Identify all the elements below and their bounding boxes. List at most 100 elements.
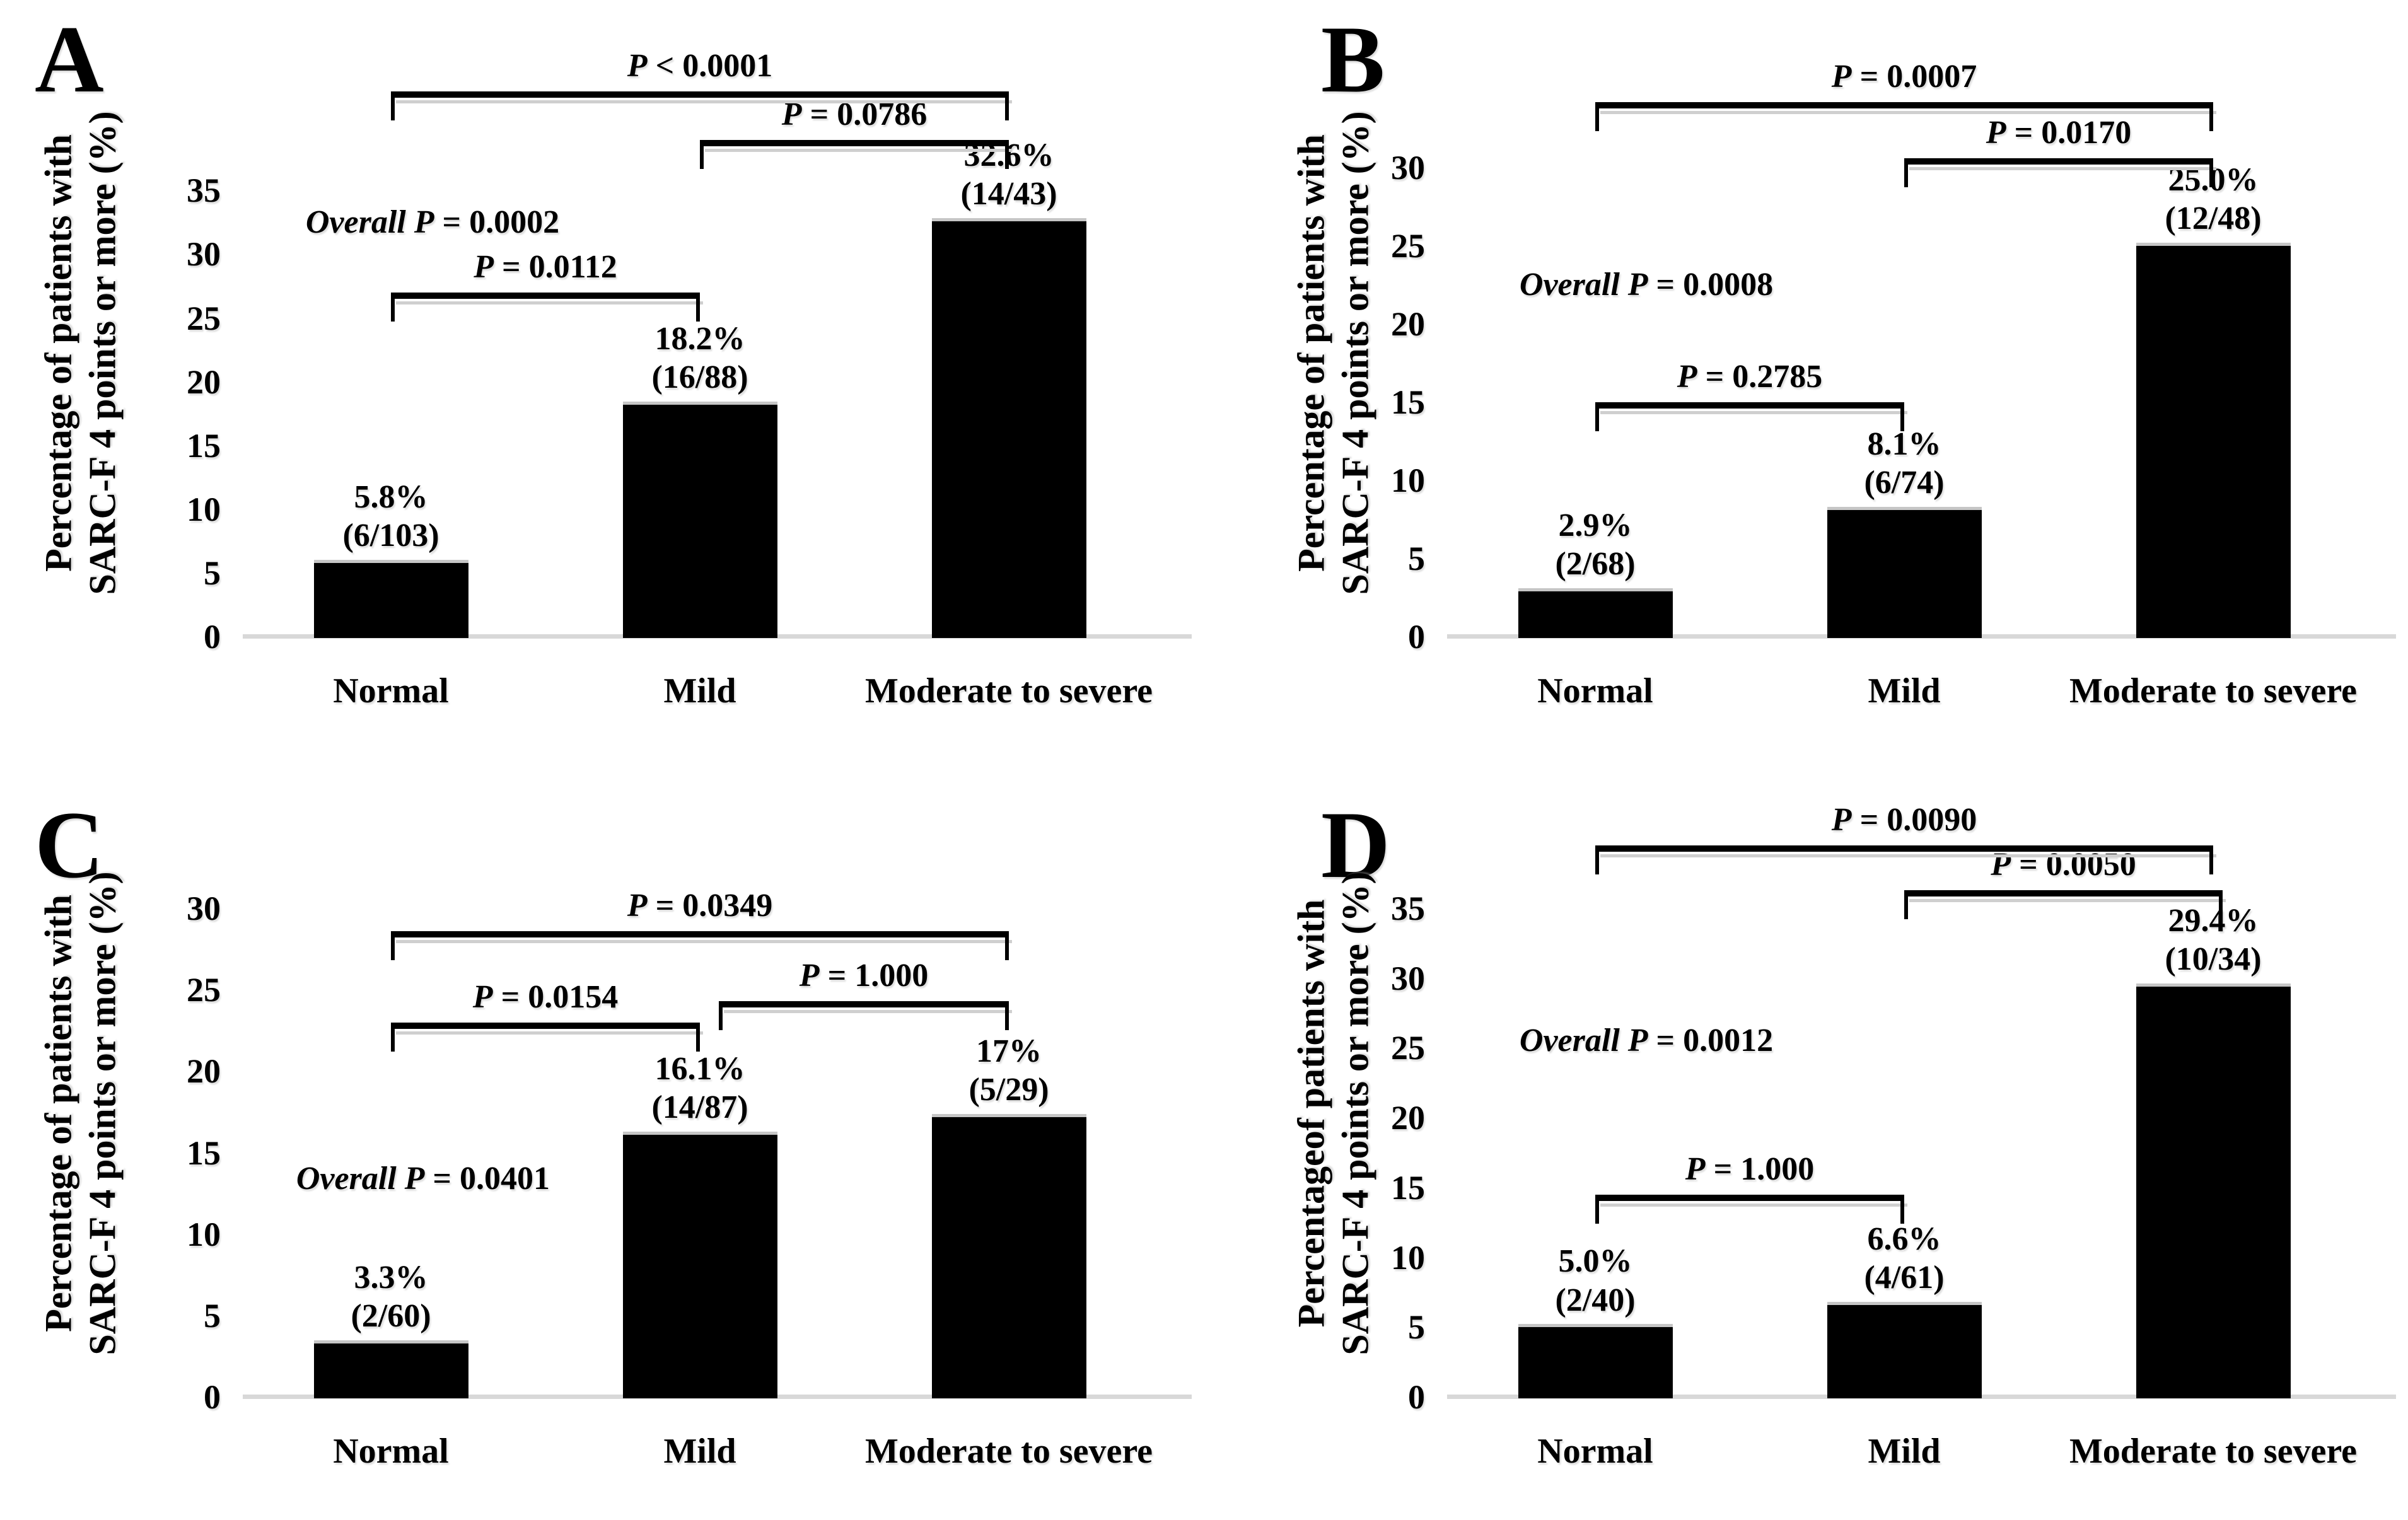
y-axis-label-line: Percentage of patients with [37,134,79,572]
bar-value-label: 2.9% (2/68) [1438,506,1753,584]
bar [2136,987,2291,1398]
y-tick-label: 30 [187,235,221,274]
bracket-right-tick [1005,139,1009,169]
bar-value-line: (5/29) [968,1072,1049,1108]
p-value-label: P = 1.000 [799,958,929,994]
bracket-right-tick [2209,845,2213,875]
y-tick-label: 25 [1391,227,1425,265]
panel-label: D [1321,792,1390,898]
bar-value-line: 16.1% [654,1051,745,1088]
p-value-label: P = 0.2785 [1677,359,1823,395]
bracket-shadow-line [396,100,1012,103]
bar-value-line: (6/103) [342,518,439,554]
significance-bracket: P = 0.0170 [1904,117,2216,188]
significance-bracket: P = 1.000 [719,960,1012,1031]
y-tick-label: 25 [187,971,221,1009]
bar [2136,246,2291,638]
p-value-label: P = 0.0050 [1991,847,2136,883]
bracket-shadow-line [1600,411,1907,414]
bracket-line [391,91,1009,98]
bracket-right-tick [1900,1194,1904,1224]
bar-value-label: 5.8% (6/103) [233,478,549,555]
p-value-label: P = 0.0007 [1831,58,1977,95]
p-value-label: P = 0.0349 [627,888,773,924]
significance-bracket: P = 0.0050 [1904,849,2226,920]
bracket-shadow-line [1909,899,2226,903]
bracket-shadow-line [1600,110,2216,114]
bracket-line [391,931,1009,938]
p-italic: P [1831,802,1852,838]
y-tick-label: 10 [187,490,221,528]
bar-value-line: 17% [976,1033,1042,1069]
bar-value-line: 5.0% [1558,1243,1632,1280]
bracket-line [719,1001,1009,1008]
y-axis-label-line: SARC-F 4 points or more (%) [81,871,123,1355]
bracket-line [700,139,1009,146]
bar [1827,510,1982,638]
overall-p-label: Overall P = 0.0002 [305,204,560,240]
y-tick-label: 0 [204,618,221,656]
bracket-left-tick [1595,402,1599,431]
bar-value-label: 16.1% (14/87) [542,1050,858,1127]
bracket-left-tick [391,91,395,120]
bracket-shadow-line [1909,167,2216,171]
bar-value-line: (14/87) [651,1089,748,1126]
significance-bracket: P = 0.0090 [1595,804,2216,875]
bar-value-line: (14/43) [960,176,1057,212]
bracket-right-tick [2209,102,2213,131]
bracket-shadow-line [724,1010,1012,1014]
category-label: Normal [1537,671,1653,711]
p-italic: Overall P [305,204,434,240]
overall-p-label: Overall P = 0.0008 [1519,267,1774,303]
y-tick-label: 20 [187,1052,221,1091]
bar-value-line: 3.3% [354,1259,428,1296]
bar [931,1117,1086,1398]
y-tick-label: 20 [1391,1099,1425,1137]
p-italic: P [1831,58,1852,95]
bracket-left-tick [1595,845,1599,875]
bracket-left-tick [719,1001,723,1031]
bracket-line [1595,402,1904,409]
significance-bracket: P = 0.0112 [391,251,703,322]
bracket-left-tick [1904,890,1908,920]
p-value-label: P = 0.0090 [1831,802,1977,838]
bracket-shadow-line [1600,1203,1907,1207]
bar-value-line: 8.1% [1867,426,1941,463]
panel-b: B Percentage of patients with SARC-F 4 poi… [1204,0,2408,760]
bar-value-label: 5.0% (2/40) [1438,1242,1753,1320]
bracket-right-tick [1005,1001,1009,1031]
bar-value-line: 29.4% [2168,903,2259,939]
category-label: Mild [1868,1432,1941,1471]
bar-value-label: 3.3% (2/60) [233,1258,549,1336]
bar-value-line: (2/60) [351,1298,431,1335]
p-italic: P [472,978,493,1015]
bar [313,562,468,638]
bar-value-line: (4/61) [1864,1260,1945,1296]
p-italic: P [474,249,494,286]
y-tick-label: 25 [187,299,221,337]
p-italic: Overall P [296,1160,425,1197]
panel-label: B [1321,6,1385,112]
bracket-line [391,1022,700,1029]
p-value-label: P < 0.0001 [627,47,773,84]
y-tick-label: 25 [1391,1029,1425,1067]
bar [1518,1327,1673,1398]
bracket-left-tick [1595,102,1599,131]
significance-bracket: P = 0.0786 [700,98,1012,169]
y-axis-label: Percentage of patients with SARC-F 4 poin… [37,871,124,1355]
bracket-line [391,293,700,299]
bracket-left-tick [391,293,395,322]
y-tick-label: 20 [1391,305,1425,343]
bar-value-label: 18.2% (16/88) [542,320,858,397]
bar-value-line: (12/48) [2165,200,2262,237]
bar-value-line: (10/34) [2165,941,2262,978]
panel-label: A [35,6,104,112]
y-tick-label: 5 [1408,540,1425,577]
bracket-line [1595,1194,1904,1201]
category-label: Normal [1537,1432,1653,1471]
y-tick-label: 5 [1408,1308,1425,1347]
y-tick-label: 5 [204,554,221,592]
p-italic: Overall P [1519,1023,1648,1059]
bar-value-label: 29.4% (10/34) [2056,902,2371,979]
